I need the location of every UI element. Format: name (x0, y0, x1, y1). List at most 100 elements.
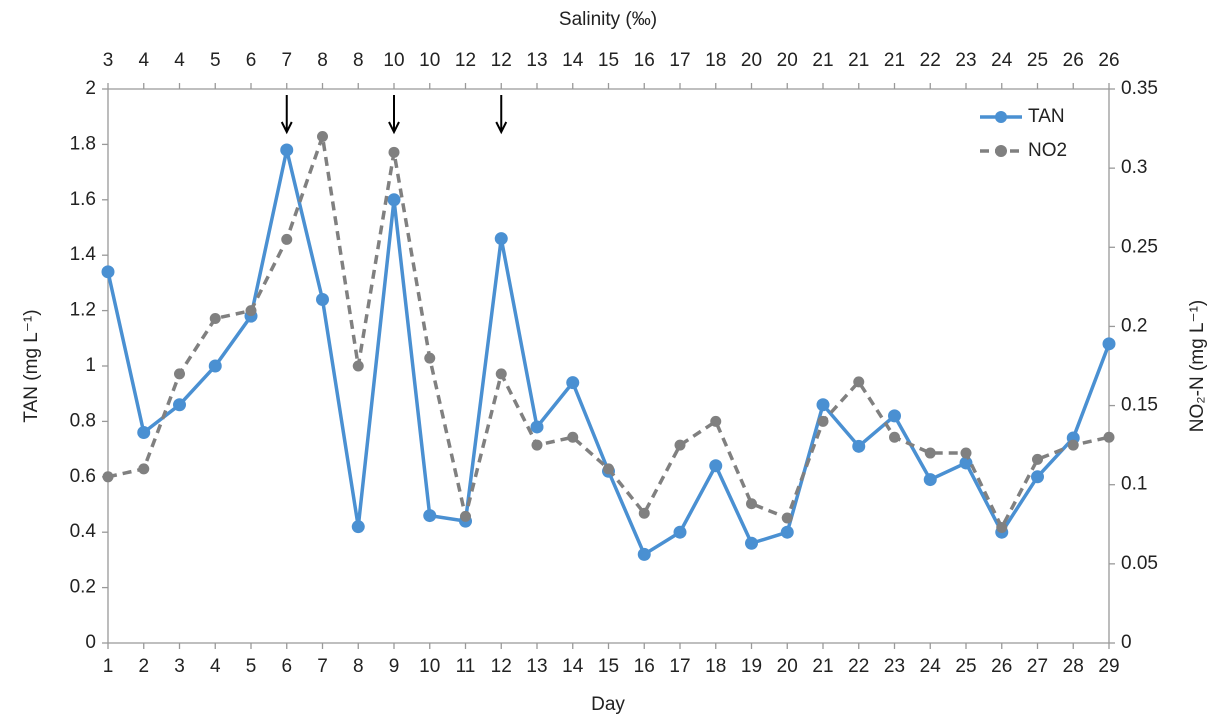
data-point (888, 409, 901, 423)
data-point (495, 368, 507, 380)
data-point (530, 420, 544, 434)
legend-marker (995, 145, 1007, 157)
x-tick-label: 8 (353, 656, 364, 677)
data-point (889, 431, 900, 443)
top-tick-label: 10 (383, 50, 404, 71)
x-tick-label: 12 (491, 656, 512, 677)
x-tick-label: 13 (526, 656, 547, 677)
top-tick-label: 12 (491, 50, 512, 71)
x-tick-label: 1 (103, 656, 114, 677)
top-tick-label: 24 (991, 50, 1013, 71)
data-point (924, 447, 936, 459)
y-tick-label: 1.8 (70, 133, 96, 154)
data-point (245, 305, 257, 317)
data-point (853, 376, 865, 388)
y-tick-label: 2 (85, 78, 96, 99)
x-tick-label: 2 (138, 656, 149, 677)
x-tick-label: 11 (456, 656, 476, 677)
legend-marker (995, 111, 1007, 123)
y2-tick-label: 0.15 (1121, 395, 1158, 416)
data-point (1067, 439, 1079, 451)
top-tick-label: 25 (1027, 50, 1048, 71)
x-tick-label: 10 (419, 656, 440, 677)
y-tick-label: 0.8 (70, 410, 96, 431)
x-tick-label: 22 (848, 656, 869, 677)
top-tick-label: 8 (317, 50, 328, 71)
y-axis-title: TAN (mg L⁻¹) (21, 309, 42, 422)
x-tick-label: 16 (634, 656, 655, 677)
data-point (923, 473, 937, 487)
arrow (280, 95, 293, 135)
x-tick-label: 24 (920, 656, 942, 677)
x-tick-label: 9 (389, 656, 400, 677)
data-point (674, 439, 686, 451)
y2-tick-label: 0.1 (1121, 474, 1147, 495)
top-tick-label: 6 (246, 50, 257, 71)
data-point (638, 507, 650, 519)
data-point (959, 456, 973, 470)
y2-tick-label: 0.35 (1121, 78, 1158, 99)
top-tick-label: 18 (705, 50, 726, 71)
data-point (209, 313, 221, 325)
x-tick-label: 28 (1063, 656, 1084, 677)
x-tick-label: 18 (705, 656, 726, 677)
arrow (388, 95, 400, 135)
data-point (388, 146, 400, 158)
data-point (101, 265, 115, 279)
x-tick-label: 4 (210, 656, 221, 677)
data-point (423, 509, 437, 523)
arrow (495, 95, 508, 135)
data-point (637, 547, 651, 561)
y2-tick-label: 0.2 (1121, 315, 1147, 336)
data-point (352, 360, 364, 372)
data-point (709, 459, 723, 473)
x-tick-label: 29 (1098, 656, 1119, 677)
data-point (102, 471, 114, 483)
top-tick-label: 8 (353, 50, 364, 71)
data-point (280, 143, 294, 157)
data-point (1103, 431, 1115, 443)
top-tick-label: 22 (920, 50, 941, 71)
y-tick-label: 1.4 (70, 244, 97, 265)
data-point (996, 521, 1008, 533)
data-point (960, 447, 972, 459)
top-tick-label: 26 (1063, 50, 1084, 71)
data-point (531, 439, 543, 451)
top-tick-label: 12 (455, 50, 476, 71)
data-point (566, 376, 580, 390)
data-point (852, 439, 866, 453)
top-tick-label: 21 (848, 50, 869, 71)
data-point (746, 498, 757, 510)
top-tick-label: 7 (281, 50, 292, 71)
top-tick-label: 4 (174, 50, 185, 71)
data-point (781, 512, 793, 524)
x-tick-label: 21 (812, 656, 833, 677)
data-point (816, 398, 830, 412)
y-tick-label: 0 (85, 632, 96, 653)
data-point (780, 525, 794, 539)
data-point (1102, 337, 1116, 351)
series-line (106, 149, 1111, 557)
x-tick-label: 27 (1027, 656, 1048, 677)
y2-tick-label: 0 (1121, 632, 1132, 653)
top-tick-label: 21 (884, 50, 905, 71)
top-tick-label: 21 (812, 50, 833, 71)
data-point (1032, 453, 1043, 465)
x-tick-label: 14 (562, 656, 584, 677)
data-point (1031, 470, 1044, 484)
data-point (817, 415, 829, 427)
top-tick-label: 23 (955, 50, 976, 71)
x-tick-label: 23 (884, 656, 905, 677)
data-point (137, 425, 151, 439)
data-point (745, 536, 758, 550)
data-point (281, 233, 293, 245)
data-point (317, 130, 328, 142)
data-point (316, 293, 329, 307)
data-point (174, 368, 185, 380)
legend-label: TAN (1028, 106, 1065, 127)
y-tick-label: 1.2 (70, 300, 96, 321)
x-tick-label: 26 (991, 656, 1012, 677)
y-tick-label: 0.2 (70, 577, 96, 598)
y2-tick-label: 0.3 (1121, 157, 1147, 178)
